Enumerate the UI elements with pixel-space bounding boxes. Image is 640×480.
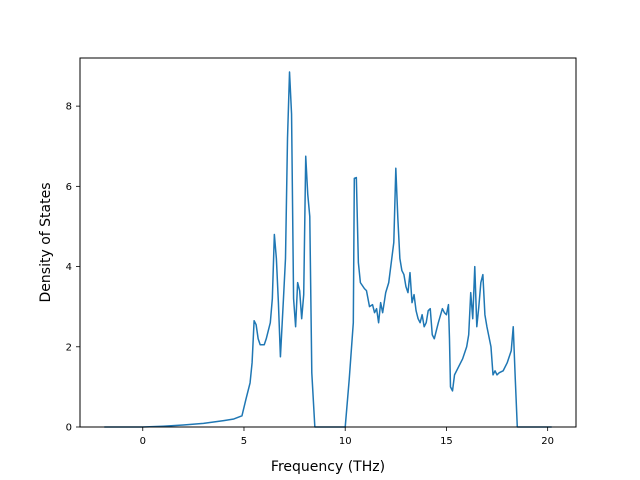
x-tick-label: 0 bbox=[140, 436, 146, 447]
x-tick-label: 10 bbox=[339, 436, 352, 447]
y-tick-label: 8 bbox=[66, 102, 72, 113]
x-tick-label: 15 bbox=[440, 436, 453, 447]
y-tick-label: 6 bbox=[66, 182, 72, 193]
y-axis-label: Density of States bbox=[38, 183, 54, 303]
y-tick-label: 0 bbox=[66, 423, 72, 434]
y-tick-label: 4 bbox=[66, 262, 72, 273]
plot-frame bbox=[79, 57, 577, 428]
x-axis-ticks: 0 5 10 15 20 bbox=[140, 427, 554, 447]
y-tick-label: 2 bbox=[66, 342, 72, 353]
x-axis-label: Frequency (THz) bbox=[271, 459, 385, 475]
x-tick-label: 5 bbox=[241, 436, 247, 447]
dos-series-line bbox=[104, 71, 552, 428]
y-axis-ticks: 0 2 4 6 8 bbox=[66, 102, 80, 434]
x-tick-label: 20 bbox=[541, 436, 554, 447]
series-layer bbox=[104, 71, 552, 428]
